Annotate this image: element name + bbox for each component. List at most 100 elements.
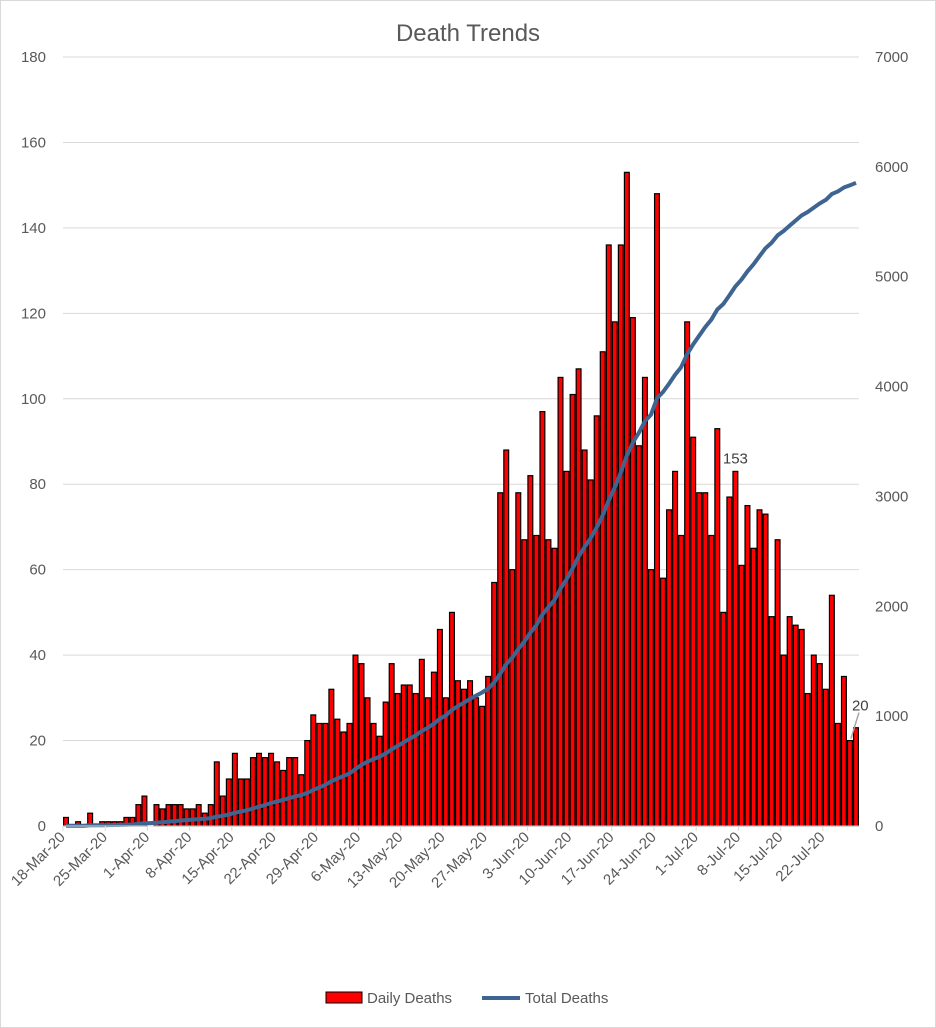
daily-deaths-bar — [696, 492, 703, 827]
daily-deaths-bar — [678, 534, 685, 827]
y2-tick-label: 4000 — [875, 379, 908, 396]
daily-deaths-bar — [810, 654, 817, 827]
legend: Daily Deaths Total Deaths — [325, 990, 608, 1007]
daily-deaths-bar — [653, 193, 661, 827]
y2-tick-label: 0 — [875, 818, 883, 835]
daily-deaths-bar — [316, 722, 323, 827]
daily-deaths-bar — [497, 492, 504, 827]
daily-deaths-bar — [756, 509, 763, 827]
daily-deaths-bar — [358, 663, 365, 827]
daily-deaths-bar — [310, 714, 317, 827]
daily-deaths-bar — [551, 547, 558, 827]
right-axis-ticks: 0 1000 2000 3000 4000 5000 6000 7000 — [875, 49, 908, 835]
daily-deaths-bar — [207, 804, 214, 827]
legend-daily-deaths-swatch — [325, 991, 363, 1004]
y-tick-label: 80 — [29, 476, 46, 493]
daily-deaths-bar — [322, 722, 329, 827]
daily-deaths-bar — [473, 697, 480, 827]
daily-deaths-bar — [702, 492, 709, 827]
y2-tick-label: 1000 — [875, 708, 908, 725]
daily-deaths-bar — [509, 569, 516, 827]
y-tick-label: 160 — [21, 134, 46, 151]
daily-deaths-bar — [485, 675, 492, 827]
daily-deaths-bar — [822, 688, 829, 827]
daily-deaths-bar — [467, 680, 474, 827]
daily-deaths-bar — [352, 654, 359, 827]
total-deaths-line — [66, 180, 857, 828]
daily-deaths-bar — [424, 697, 431, 827]
daily-deaths-bar — [599, 351, 606, 827]
y-tick-label: 60 — [29, 562, 46, 579]
daily-deaths-bar — [804, 692, 811, 827]
daily-deaths-bar — [292, 757, 299, 827]
daily-deaths-bar — [840, 675, 847, 827]
daily-deaths-bars — [62, 171, 860, 827]
y-tick-label: 120 — [21, 305, 46, 322]
daily-deaths-bar — [515, 492, 522, 827]
y-tick-label: 100 — [21, 391, 46, 408]
daily-deaths-bar — [732, 470, 739, 827]
daily-deaths-bar — [738, 564, 745, 827]
y-tick-label: 20 — [29, 733, 46, 750]
daily-deaths-bar — [774, 539, 781, 827]
daily-deaths-bar — [750, 547, 757, 827]
daily-deaths-bar — [334, 718, 341, 827]
daily-deaths-bar — [521, 539, 528, 827]
daily-deaths-bar — [286, 757, 293, 827]
daily-deaths-bar — [575, 368, 582, 827]
daily-deaths-bar — [527, 475, 534, 827]
daily-deaths-bar — [491, 581, 498, 827]
daily-deaths-bar — [834, 722, 841, 827]
daily-deaths-bar — [448, 611, 455, 827]
daily-deaths-bar — [225, 778, 232, 827]
daily-deaths-bar — [503, 449, 510, 827]
left-axis-ticks: 0 20 40 60 80 100 120 140 160 180 — [21, 49, 46, 835]
daily-deaths-bar — [418, 658, 425, 827]
legend-daily-deaths-label: Daily Deaths — [367, 990, 452, 1007]
daily-deaths-bar — [461, 688, 468, 827]
daily-deaths-bar — [394, 692, 401, 827]
daily-deaths-bar — [189, 808, 196, 827]
daily-deaths-bar — [672, 470, 679, 827]
y2-tick-label: 2000 — [875, 598, 908, 615]
daily-deaths-bar — [436, 628, 443, 827]
daily-deaths-bar — [340, 731, 347, 827]
daily-deaths-bar — [388, 663, 395, 827]
daily-deaths-bar — [255, 752, 263, 827]
daily-deaths-bar — [768, 616, 775, 827]
daily-deaths-bar — [430, 671, 437, 827]
daily-deaths-bar — [370, 722, 377, 827]
daily-deaths-bar — [183, 808, 190, 827]
daily-deaths-bar — [581, 449, 588, 827]
daily-deaths-bar — [647, 569, 654, 827]
y-tick-label: 0 — [38, 818, 46, 835]
daily-deaths-bar — [382, 701, 389, 827]
daily-deaths-bar — [412, 692, 419, 827]
daily-deaths-bar — [714, 428, 721, 827]
daily-deaths-bar — [852, 727, 860, 827]
daily-deaths-bar — [262, 757, 269, 827]
daily-deaths-bar — [400, 684, 407, 827]
daily-deaths-bar — [684, 321, 691, 827]
daily-deaths-bar — [195, 804, 202, 827]
daily-deaths-bar — [237, 778, 244, 827]
daily-deaths-bar — [720, 611, 727, 827]
daily-deaths-bar — [780, 654, 787, 827]
daily-deaths-bar — [708, 534, 715, 827]
daily-deaths-bar — [569, 393, 576, 827]
legend-total-deaths-label: Total Deaths — [525, 990, 608, 1007]
daily-deaths-bar — [298, 774, 305, 827]
daily-deaths-bar — [623, 171, 630, 827]
daily-deaths-bar — [177, 804, 184, 827]
daily-deaths-bar — [304, 739, 311, 827]
daily-deaths-bar — [545, 539, 552, 827]
daily-deaths-bar — [376, 735, 383, 827]
daily-deaths-bar — [533, 534, 540, 827]
y2-tick-label: 7000 — [875, 49, 908, 66]
daily-deaths-bar — [666, 509, 673, 827]
daily-deaths-bar — [219, 795, 226, 827]
daily-deaths-bar — [846, 739, 853, 827]
daily-deaths-bar — [593, 415, 600, 827]
data-label-leader-line — [850, 712, 860, 739]
